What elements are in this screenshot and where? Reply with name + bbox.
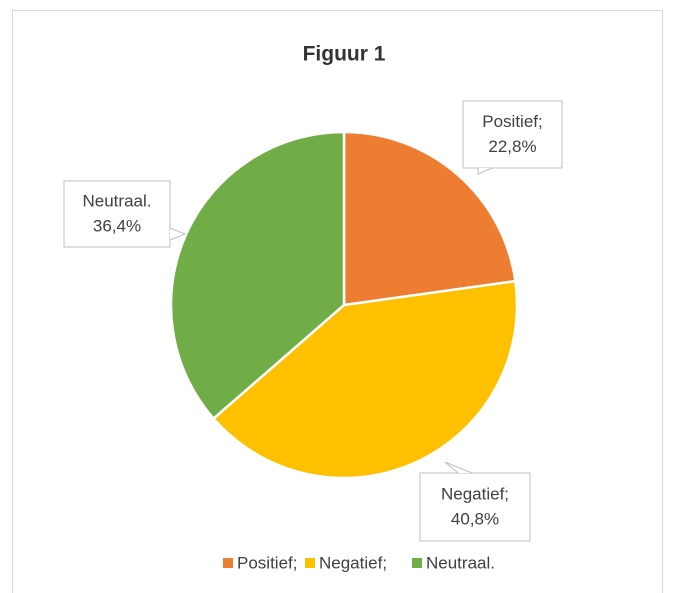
legend-label: Neutraal. <box>426 553 495 572</box>
pie-slice <box>169 130 346 421</box>
data-label-value: 22,8% <box>488 137 536 156</box>
chart-title: Figuur 1 <box>303 43 386 66</box>
legend-swatch <box>412 558 422 568</box>
callout-box <box>462 100 563 169</box>
callout-box <box>63 180 171 248</box>
legend-label: Negatief; <box>319 553 387 572</box>
callout-box <box>419 472 531 542</box>
data-label-category: Neutraal. <box>83 191 152 210</box>
callout-pointer <box>169 227 187 241</box>
data-label-category: Negatief; <box>441 484 509 503</box>
pie-slice <box>211 279 519 480</box>
callout-pointer <box>444 461 473 474</box>
data-label-category: Positief; <box>482 112 542 131</box>
callout-pointer <box>477 167 493 175</box>
legend-label: Positief; <box>237 553 297 572</box>
legend-swatch <box>223 558 233 568</box>
pie-slice <box>342 130 517 307</box>
data-label-value: 36,4% <box>93 216 141 235</box>
data-label-value: 40,8% <box>451 509 499 528</box>
legend-swatch <box>305 558 315 568</box>
